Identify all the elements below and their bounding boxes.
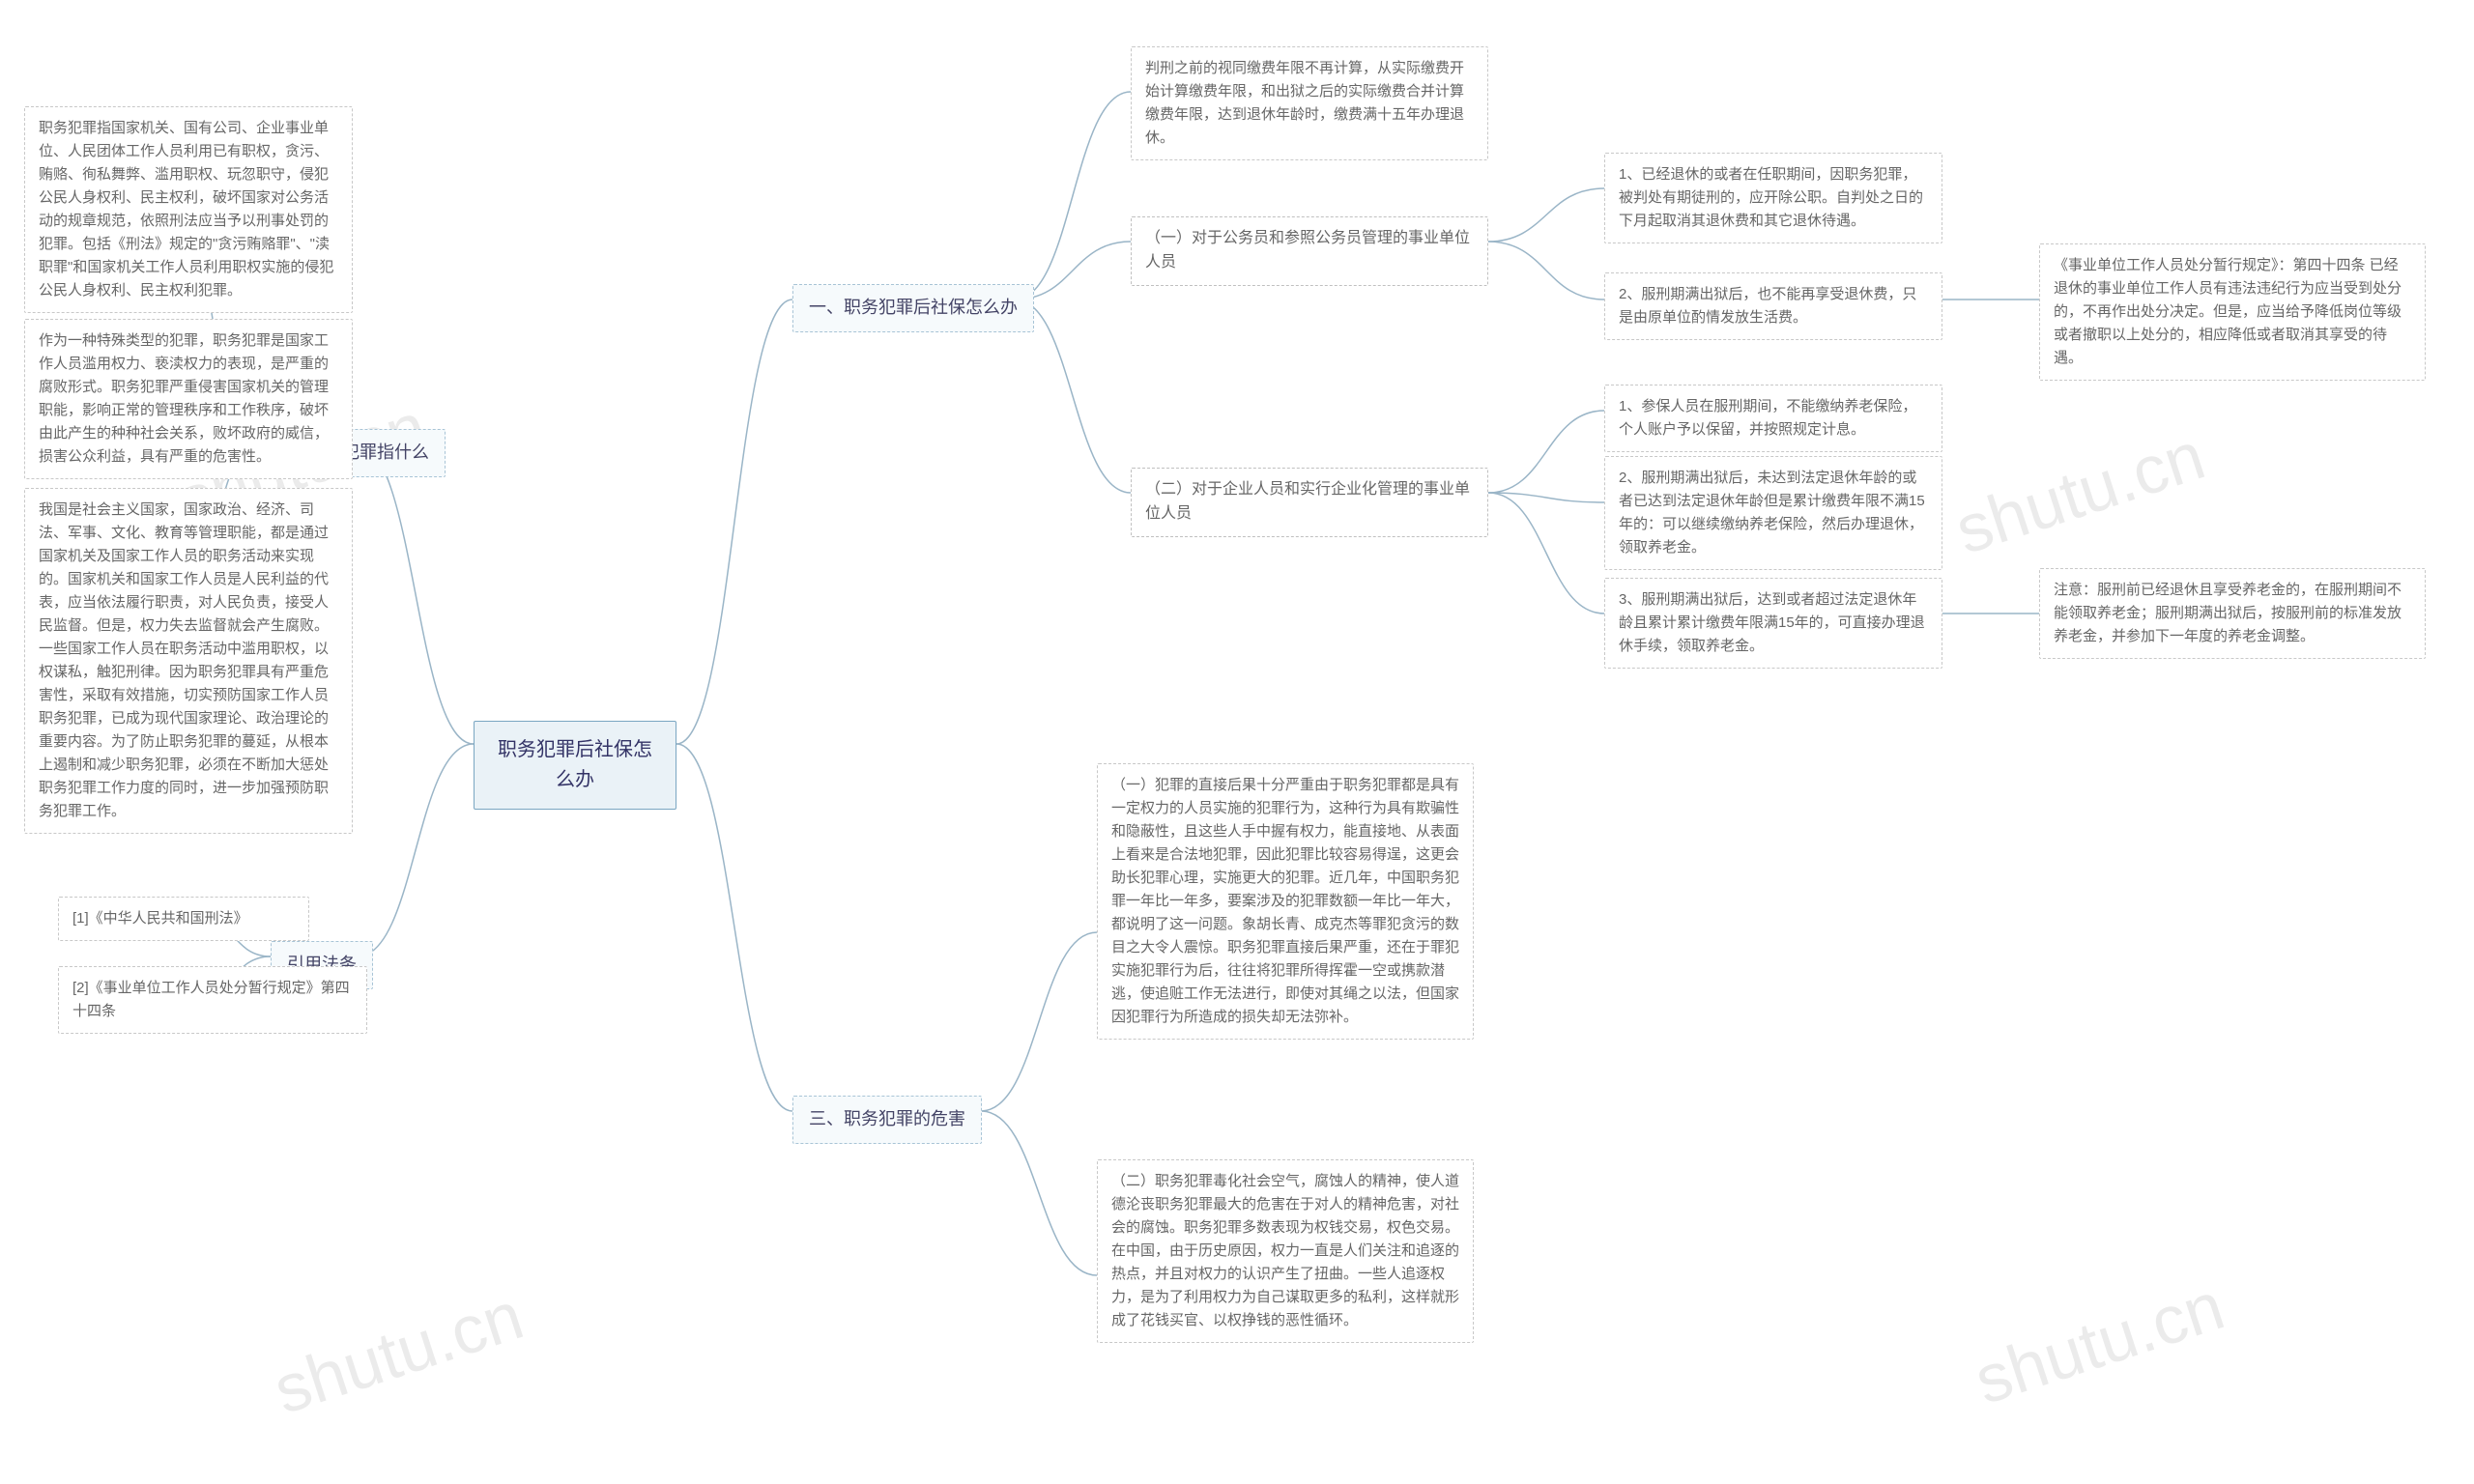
branch2-leaf-3: 我国是社会主义国家，国家政治、经济、司法、军事、文化、教育等管理职能，都是通过国… bbox=[24, 488, 353, 834]
sub1-leaf-2-note: 《事业单位工作人员处分暂行规定》：第四十四条 已经退休的事业单位工作人员有违法违… bbox=[2039, 243, 2426, 381]
watermark: shutu.cn bbox=[1946, 416, 2213, 569]
branch-3[interactable]: 三、职务犯罪的危害 bbox=[792, 1096, 982, 1144]
sub2-leaf-1: 1、参保人员在服刑期间，不能缴纳养老保险，个人账户予以保留，并按照规定计息。 bbox=[1604, 385, 1942, 452]
branch1-sub2[interactable]: （二）对于企业人员和实行企业化管理的事业单位人员 bbox=[1131, 468, 1488, 537]
branch1-top-leaf: 判刑之前的视同缴费年限不再计算，从实际缴费开始计算缴费年限，和出狱之后的实际缴费… bbox=[1131, 46, 1488, 160]
ref-item-1: [1]《中华人民共和国刑法》 bbox=[58, 897, 309, 941]
branch3-leaf-2: （二）职务犯罪毒化社会空气，腐蚀人的精神，使人道德沦丧职务犯罪最大的危害在于对人… bbox=[1097, 1159, 1474, 1343]
watermark: shutu.cn bbox=[265, 1276, 532, 1429]
sub1-leaf-1: 1、已经退休的或者在任职期间，因职务犯罪，被判处有期徒刑的，应开除公职。自判处之… bbox=[1604, 153, 1942, 243]
branch2-leaf-1: 职务犯罪指国家机关、国有公司、企业事业单位、人民团体工作人员利用已有职权，贪污、… bbox=[24, 106, 353, 313]
sub2-leaf-3: 3、服刑期满出狱后，达到或者超过法定退休年龄且累计累计缴费年限满15年的，可直接… bbox=[1604, 578, 1942, 669]
sub1-leaf-2: 2、服刑期满出狱后，也不能再享受退休费，只是由原单位酌情发放生活费。 bbox=[1604, 272, 1942, 340]
branch1-sub1[interactable]: （一）对于公务员和参照公务员管理的事业单位人员 bbox=[1131, 216, 1488, 286]
sub2-leaf-3-note: 注意：服刑前已经退休且享受养老金的，在服刑期间不能领取养老金；服刑期满出狱后，按… bbox=[2039, 568, 2426, 659]
branch2-leaf-2: 作为一种特殊类型的犯罪，职务犯罪是国家工作人员滥用权力、亵渎权力的表现，是严重的… bbox=[24, 319, 353, 479]
ref-item-2: [2]《事业单位工作人员处分暂行规定》第四十四条 bbox=[58, 966, 367, 1034]
watermark: shutu.cn bbox=[1966, 1267, 2232, 1419]
branch-1[interactable]: 一、职务犯罪后社保怎么办 bbox=[792, 284, 1034, 332]
root-node[interactable]: 职务犯罪后社保怎么办 bbox=[474, 721, 676, 810]
sub2-leaf-2: 2、服刑期满出狱后，未达到法定退休年龄的或者已达到法定退休年龄但是累计缴费年限不… bbox=[1604, 456, 1942, 570]
branch3-leaf-1: （一）犯罪的直接后果十分严重由于职务犯罪都是具有一定权力的人员实施的犯罪行为，这… bbox=[1097, 763, 1474, 1040]
